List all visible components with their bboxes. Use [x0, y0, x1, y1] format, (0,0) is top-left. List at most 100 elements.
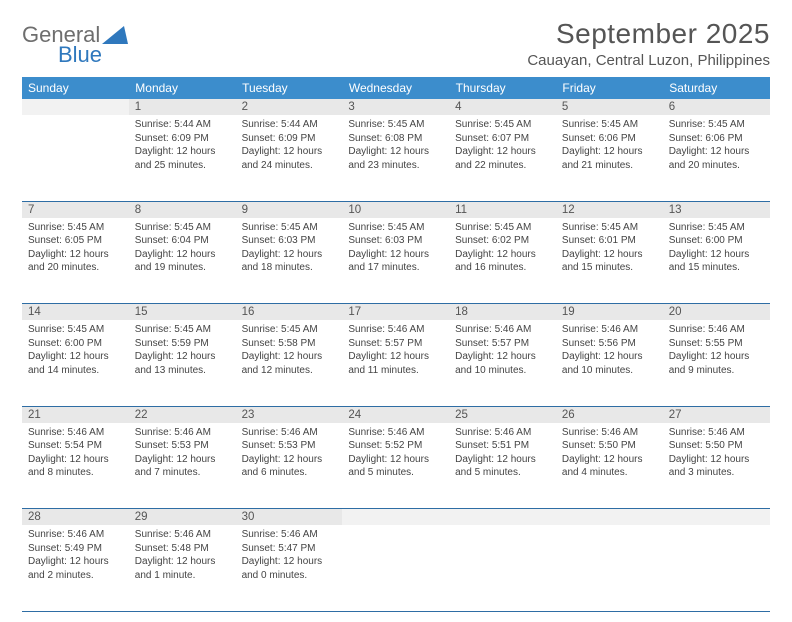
day-cell: Sunrise: 5:46 AMSunset: 5:47 PMDaylight:…: [236, 525, 343, 611]
day-cell: [556, 525, 663, 611]
location-label: Cauayan, Central Luzon, Philippines: [527, 52, 770, 69]
day1-text: Daylight: 12 hours: [562, 350, 657, 364]
sunrise-text: Sunrise: 5:45 AM: [455, 221, 550, 235]
day-number: 22: [129, 406, 236, 423]
sunset-text: Sunset: 5:47 PM: [242, 542, 337, 556]
day-number: 13: [663, 201, 770, 218]
header: General Blue September 2025 Cauayan, Cen…: [22, 18, 770, 69]
daynum-row: 282930: [22, 509, 770, 526]
day-cell: Sunrise: 5:46 AMSunset: 5:51 PMDaylight:…: [449, 423, 556, 509]
daynum-row: 78910111213: [22, 201, 770, 218]
day-number: [449, 509, 556, 526]
day-cell: Sunrise: 5:45 AMSunset: 6:01 PMDaylight:…: [556, 218, 663, 304]
sunrise-text: Sunrise: 5:46 AM: [669, 426, 764, 440]
day-number: 8: [129, 201, 236, 218]
day-cell: Sunrise: 5:45 AMSunset: 6:03 PMDaylight:…: [342, 218, 449, 304]
day-cell: Sunrise: 5:46 AMSunset: 5:55 PMDaylight:…: [663, 320, 770, 406]
day-cell: Sunrise: 5:45 AMSunset: 6:07 PMDaylight:…: [449, 115, 556, 201]
day-number: 6: [663, 99, 770, 115]
sunrise-text: Sunrise: 5:46 AM: [348, 323, 443, 337]
day-number: 17: [342, 304, 449, 321]
sunset-text: Sunset: 5:56 PM: [562, 337, 657, 351]
day-number: 25: [449, 406, 556, 423]
sunrise-text: Sunrise: 5:45 AM: [242, 323, 337, 337]
day-cell: Sunrise: 5:46 AMSunset: 5:53 PMDaylight:…: [236, 423, 343, 509]
sunset-text: Sunset: 6:00 PM: [28, 337, 123, 351]
day-number: 30: [236, 509, 343, 526]
sunrise-text: Sunrise: 5:46 AM: [348, 426, 443, 440]
day-cell: Sunrise: 5:46 AMSunset: 5:49 PMDaylight:…: [22, 525, 129, 611]
day2-text: and 10 minutes.: [455, 364, 550, 378]
weekday-header-row: Sunday Monday Tuesday Wednesday Thursday…: [22, 77, 770, 99]
day2-text: and 0 minutes.: [242, 569, 337, 583]
day-number: 23: [236, 406, 343, 423]
sunrise-text: Sunrise: 5:45 AM: [135, 221, 230, 235]
sunrise-text: Sunrise: 5:46 AM: [28, 528, 123, 542]
brand-word2: Blue: [58, 42, 102, 68]
day-number: 14: [22, 304, 129, 321]
day-cell: Sunrise: 5:46 AMSunset: 5:48 PMDaylight:…: [129, 525, 236, 611]
day1-text: Daylight: 12 hours: [455, 248, 550, 262]
day-cell: Sunrise: 5:46 AMSunset: 5:53 PMDaylight:…: [129, 423, 236, 509]
day-cell: [663, 525, 770, 611]
day2-text: and 20 minutes.: [28, 261, 123, 275]
week-row: Sunrise: 5:46 AMSunset: 5:54 PMDaylight:…: [22, 423, 770, 509]
day-cell: Sunrise: 5:45 AMSunset: 6:00 PMDaylight:…: [663, 218, 770, 304]
day-number: 2: [236, 99, 343, 115]
daynum-row: 123456: [22, 99, 770, 115]
title-block: September 2025 Cauayan, Central Luzon, P…: [527, 18, 770, 69]
day1-text: Daylight: 12 hours: [669, 248, 764, 262]
day1-text: Daylight: 12 hours: [135, 555, 230, 569]
day-number: 7: [22, 201, 129, 218]
day1-text: Daylight: 12 hours: [348, 453, 443, 467]
week-row: Sunrise: 5:45 AMSunset: 6:00 PMDaylight:…: [22, 320, 770, 406]
day-cell: Sunrise: 5:45 AMSunset: 6:08 PMDaylight:…: [342, 115, 449, 201]
sunrise-text: Sunrise: 5:45 AM: [135, 323, 230, 337]
sunrise-text: Sunrise: 5:44 AM: [135, 118, 230, 132]
weekday-header: Wednesday: [342, 77, 449, 99]
day-number: 4: [449, 99, 556, 115]
day-cell: Sunrise: 5:46 AMSunset: 5:52 PMDaylight:…: [342, 423, 449, 509]
day1-text: Daylight: 12 hours: [28, 350, 123, 364]
sunrise-text: Sunrise: 5:46 AM: [135, 426, 230, 440]
day-number: 12: [556, 201, 663, 218]
day2-text: and 6 minutes.: [242, 466, 337, 480]
day-number: 19: [556, 304, 663, 321]
sunset-text: Sunset: 6:05 PM: [28, 234, 123, 248]
day-cell: Sunrise: 5:45 AMSunset: 6:03 PMDaylight:…: [236, 218, 343, 304]
day2-text: and 7 minutes.: [135, 466, 230, 480]
day1-text: Daylight: 12 hours: [28, 453, 123, 467]
day2-text: and 4 minutes.: [562, 466, 657, 480]
sunset-text: Sunset: 6:00 PM: [669, 234, 764, 248]
day-number: 9: [236, 201, 343, 218]
week-row: Sunrise: 5:46 AMSunset: 5:49 PMDaylight:…: [22, 525, 770, 611]
day2-text: and 1 minute.: [135, 569, 230, 583]
day-cell: Sunrise: 5:46 AMSunset: 5:50 PMDaylight:…: [556, 423, 663, 509]
day2-text: and 22 minutes.: [455, 159, 550, 173]
sunrise-text: Sunrise: 5:45 AM: [348, 221, 443, 235]
sunset-text: Sunset: 5:52 PM: [348, 439, 443, 453]
sunset-text: Sunset: 5:50 PM: [562, 439, 657, 453]
day-number: 29: [129, 509, 236, 526]
sunrise-text: Sunrise: 5:46 AM: [135, 528, 230, 542]
sunset-text: Sunset: 5:53 PM: [135, 439, 230, 453]
day-cell: Sunrise: 5:46 AMSunset: 5:56 PMDaylight:…: [556, 320, 663, 406]
day2-text: and 8 minutes.: [28, 466, 123, 480]
day1-text: Daylight: 12 hours: [135, 453, 230, 467]
day2-text: and 5 minutes.: [455, 466, 550, 480]
day2-text: and 5 minutes.: [348, 466, 443, 480]
brand-logo: General Blue: [22, 22, 142, 66]
sunset-text: Sunset: 5:57 PM: [348, 337, 443, 351]
day-cell: Sunrise: 5:45 AMSunset: 6:04 PMDaylight:…: [129, 218, 236, 304]
sunset-text: Sunset: 6:02 PM: [455, 234, 550, 248]
day2-text: and 12 minutes.: [242, 364, 337, 378]
day-cell: [449, 525, 556, 611]
day-cell: Sunrise: 5:45 AMSunset: 5:58 PMDaylight:…: [236, 320, 343, 406]
day2-text: and 18 minutes.: [242, 261, 337, 275]
day-cell: [22, 115, 129, 201]
sunset-text: Sunset: 6:04 PM: [135, 234, 230, 248]
sunrise-text: Sunrise: 5:45 AM: [242, 221, 337, 235]
day-cell: Sunrise: 5:45 AMSunset: 6:06 PMDaylight:…: [663, 115, 770, 201]
day1-text: Daylight: 12 hours: [562, 248, 657, 262]
day-number: 27: [663, 406, 770, 423]
